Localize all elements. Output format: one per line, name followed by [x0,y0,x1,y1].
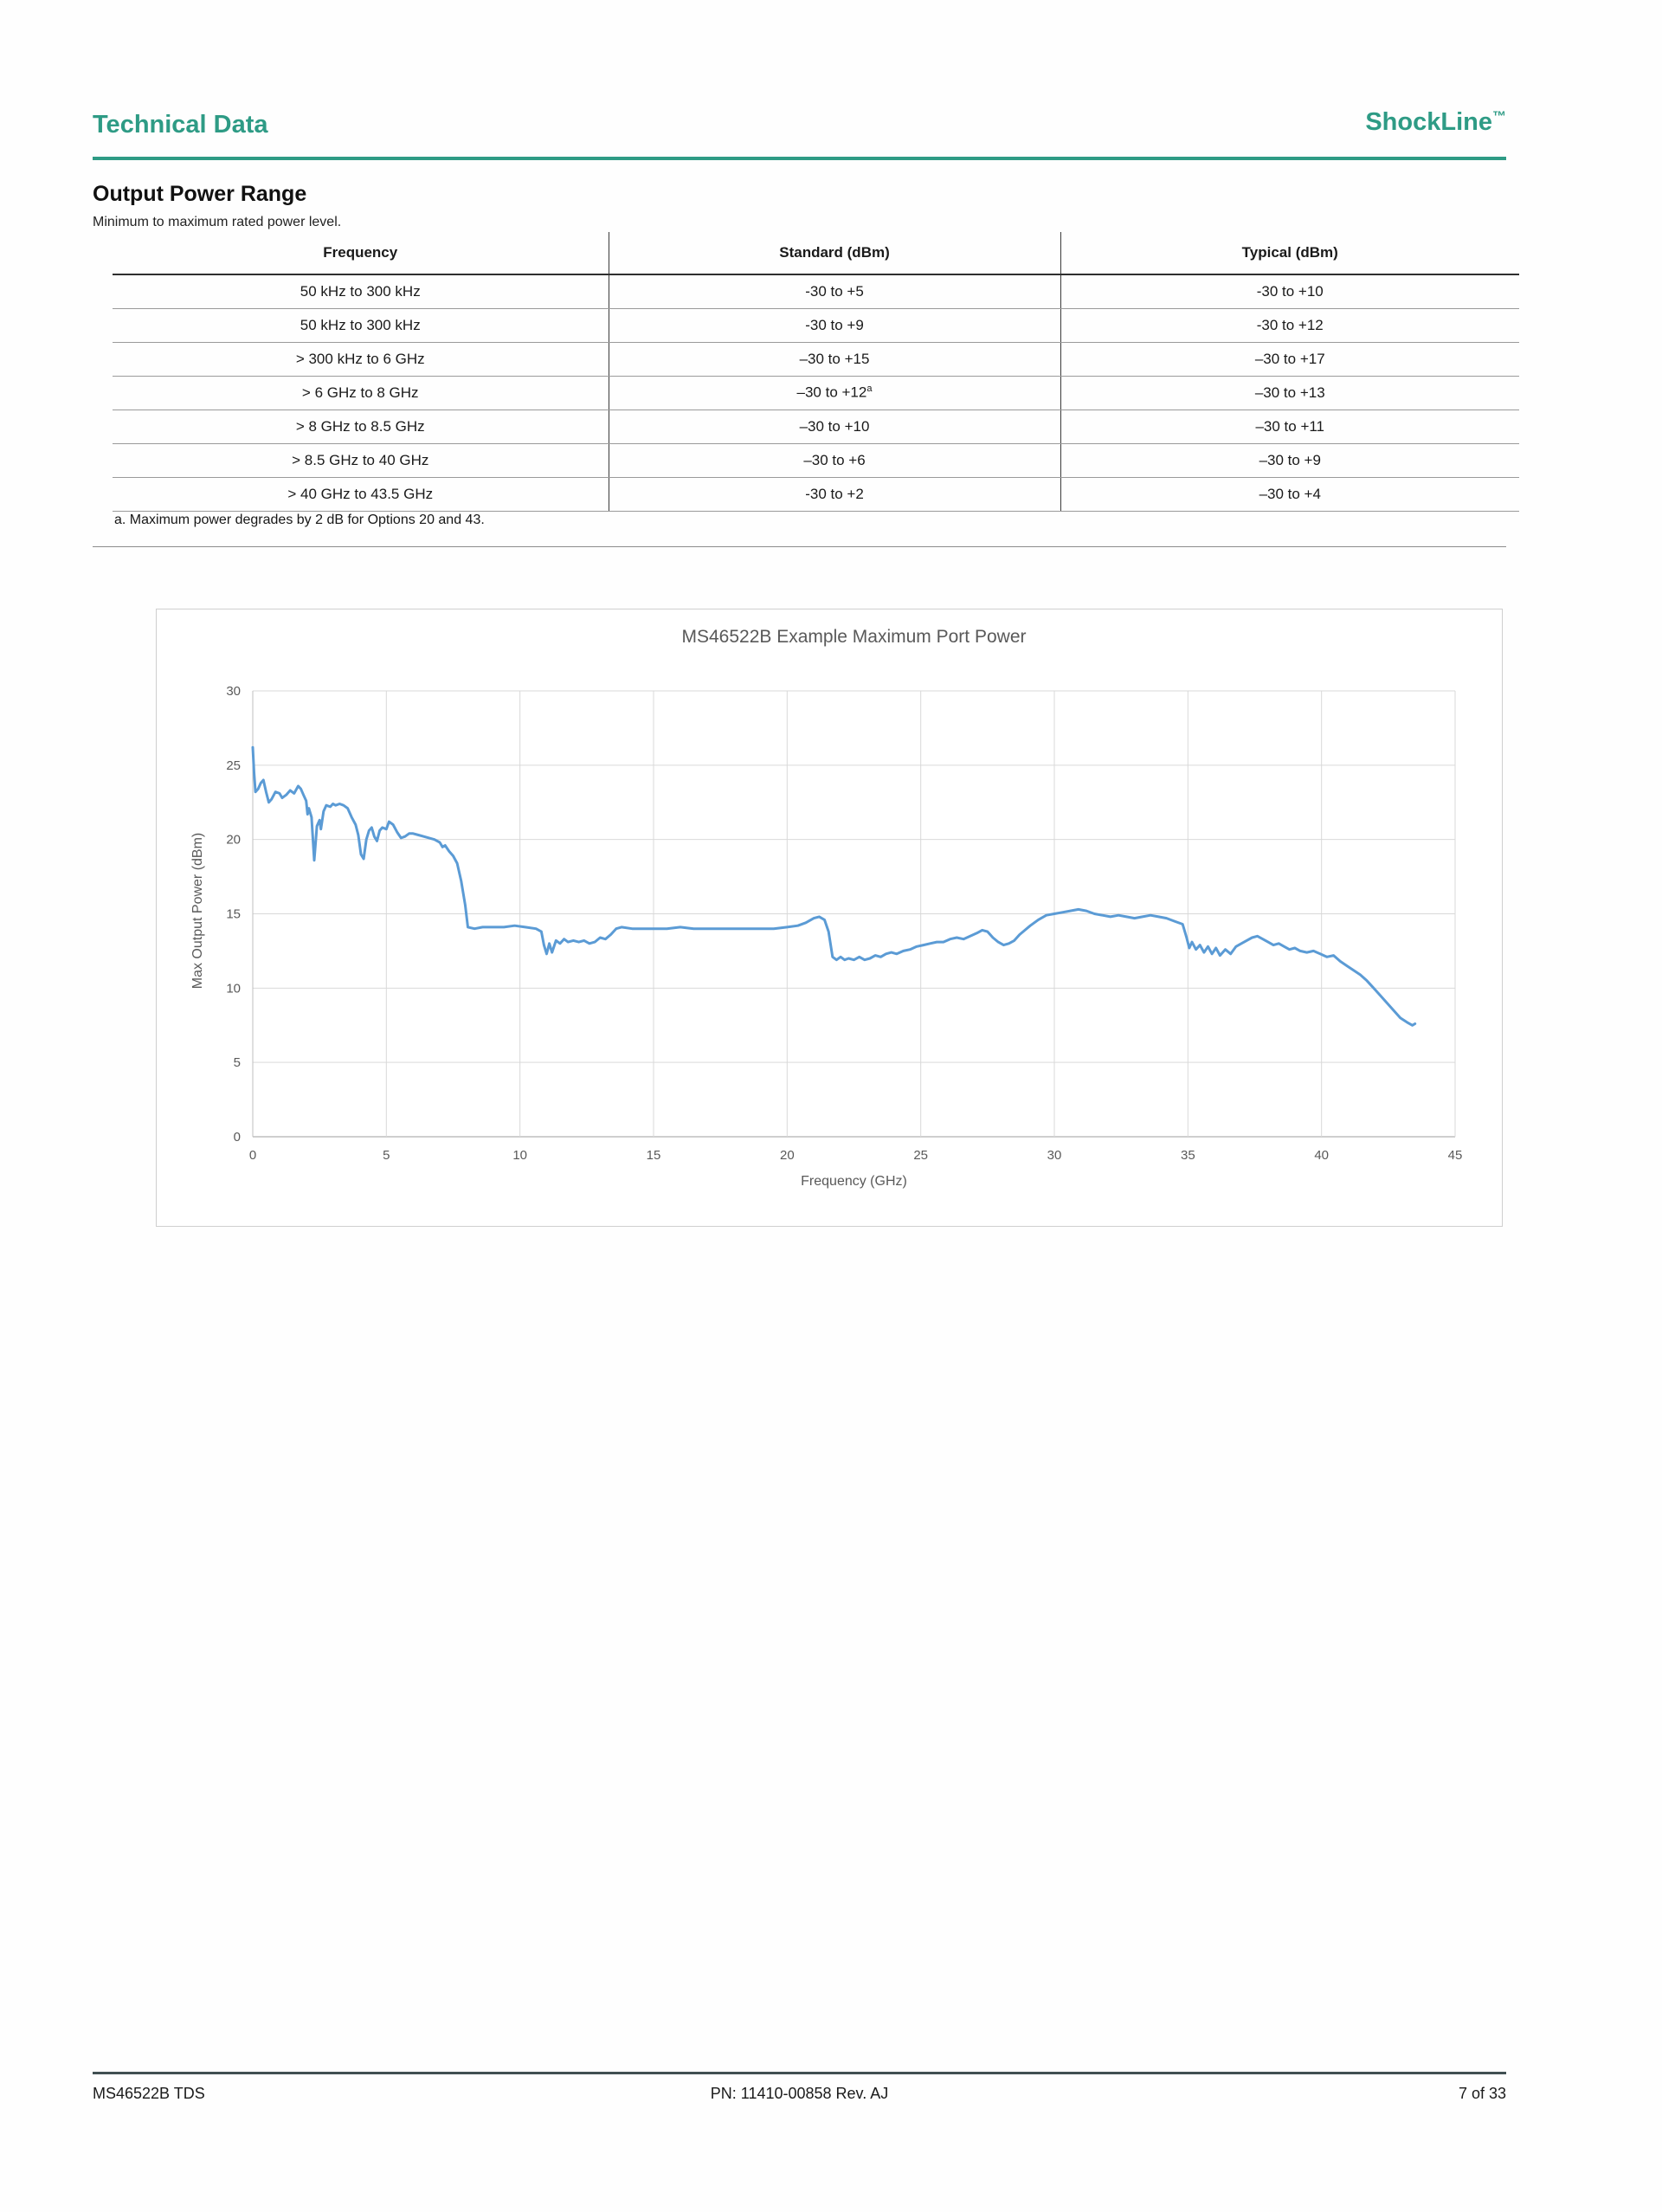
chart-x-axis-label: Frequency (GHz) [801,1174,907,1189]
section-subtitle: Minimum to maximum rated power level. [93,215,342,229]
footer-document-name: MS46522B TDS [93,2085,205,2102]
typical-cell: –30 to +17 [1060,342,1519,377]
typical-cell: -30 to +12 [1060,308,1519,343]
chart-y-axis-label: Max Output Power (dBm) [190,832,205,990]
svg-text:20: 20 [226,833,241,848]
svg-text:15: 15 [226,907,241,922]
brand-title: ShockLine™ [93,108,1506,137]
table-row: 50 kHz to 300 kHz -30 to +5 -30 to +10 [113,274,1519,309]
svg-text:10: 10 [226,981,241,996]
chart-title: MS46522B Example Maximum Port Power [681,627,1027,647]
page-header-title: Technical Data [93,111,268,139]
typical-cell: –30 to +11 [1060,410,1519,444]
typical-cell: –30 to +4 [1060,477,1519,512]
table-footnote: a. Maximum power degrades by 2 dB for Op… [114,513,485,527]
standard-cell: –30 to +15 [608,342,1060,377]
svg-text:35: 35 [1181,1148,1195,1163]
section-divider [93,546,1506,547]
standard-value: –30 to +12 [796,384,867,401]
table-row: > 300 kHz to 6 GHz –30 to +15 –30 to +17 [113,342,1519,377]
svg-text:25: 25 [226,758,241,773]
frequency-cell: 50 kHz to 300 kHz [113,308,609,343]
svg-text:0: 0 [249,1148,256,1163]
footer-part-number: PN: 11410-00858 Rev. AJ [710,2085,889,2102]
typical-cell: –30 to +9 [1060,443,1519,478]
footer-rule [93,2072,1506,2074]
svg-text:15: 15 [647,1148,661,1163]
svg-text:25: 25 [913,1148,928,1163]
frequency-cell: 50 kHz to 300 kHz [113,274,609,309]
col-header-standard: Standard (dBm) [608,232,1060,275]
output-power-table: Frequency Standard (dBm) Typical (dBm) 5… [113,232,1519,512]
frequency-cell: > 6 GHz to 8 GHz [113,376,609,410]
col-header-typical: Typical (dBm) [1060,232,1519,275]
port-power-chart: 0 5 10 15 20 25 30 0 5 10 15 20 25 30 35 40 45 MS46522B … [156,609,1503,1227]
svg-text:10: 10 [512,1148,527,1163]
table-row: > 6 GHz to 8 GHz –30 to +12a –30 to +13 [113,376,1519,410]
trademark-symbol: ™ [1492,109,1506,125]
standard-cell: -30 to +2 [608,477,1060,512]
table-row: 50 kHz to 300 kHz -30 to +9 -30 to +12 [113,308,1519,343]
frequency-cell: > 40 GHz to 43.5 GHz [113,477,609,512]
table-header-row: Frequency Standard (dBm) Typical (dBm) [113,232,1519,275]
standard-cell: –30 to +12a [608,376,1060,410]
table-row: > 8 GHz to 8.5 GHz –30 to +10 –30 to +11 [113,410,1519,444]
svg-text:5: 5 [234,1055,241,1070]
footnote-ref: a [866,384,873,395]
col-header-frequency: Frequency [113,232,609,275]
brand-name: ShockLine [1365,108,1492,136]
standard-cell: -30 to +9 [608,308,1060,343]
standard-cell: -30 to +5 [608,274,1060,309]
table-row: > 40 GHz to 43.5 GHz -30 to +2 –30 to +4 [113,477,1519,512]
frequency-cell: > 8.5 GHz to 40 GHz [113,443,609,478]
svg-text:5: 5 [383,1148,390,1163]
svg-text:30: 30 [1047,1148,1062,1163]
svg-text:0: 0 [234,1130,241,1145]
table-row: > 8.5 GHz to 40 GHz –30 to +6 –30 to +9 [113,443,1519,478]
header-rule [93,157,1506,160]
standard-cell: –30 to +6 [608,443,1060,478]
footer-page-number: 7 of 33 [1458,2085,1506,2102]
frequency-cell: > 8 GHz to 8.5 GHz [113,410,609,444]
standard-cell: –30 to +10 [608,410,1060,444]
chart-plot-area: 0 5 10 15 20 25 30 0 5 10 15 20 25 30 35 40 45 [226,684,1463,1163]
section-title: Output Power Range [93,182,307,206]
svg-text:45: 45 [1448,1148,1463,1163]
svg-text:30: 30 [226,684,241,699]
typical-cell: –30 to +13 [1060,376,1519,410]
frequency-cell: > 300 kHz to 6 GHz [113,342,609,377]
svg-text:20: 20 [780,1148,795,1163]
typical-cell: -30 to +10 [1060,274,1519,309]
svg-text:40: 40 [1314,1148,1329,1163]
